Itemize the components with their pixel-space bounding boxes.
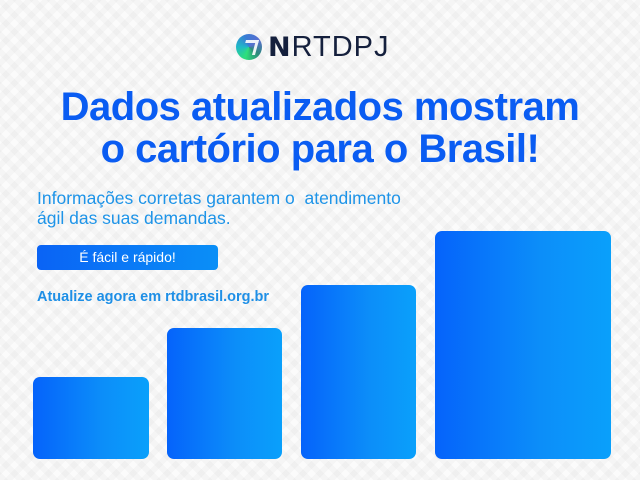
- logo: NRTDPJ: [236, 30, 390, 63]
- update-now-link[interactable]: Atualize agora em rtdbrasil.org.br: [37, 289, 270, 305]
- logo-text: NRTDPJ: [268, 30, 390, 63]
- decorative-bar-1: [33, 377, 149, 459]
- headline: Dados atualizados mostram o cartório par…: [0, 86, 640, 170]
- easy-fast-button[interactable]: É fácil e rápido!: [37, 245, 218, 270]
- decorative-bar-2: [167, 328, 282, 459]
- nrtdpj-logo-mark-icon: [236, 34, 262, 60]
- subheading-line-2: ágil das suas demandas.: [37, 208, 231, 228]
- logo-text-light: RTDPJ: [291, 30, 390, 63]
- headline-line-1: Dados atualizados mostram: [60, 85, 580, 129]
- decorative-bar-4: [435, 231, 611, 459]
- headline-line-2: o cartório para o Brasil!: [100, 127, 540, 171]
- logo-text-bold: N: [268, 31, 292, 63]
- subheading-line-1: Informações corretas garantem o atendime…: [37, 188, 401, 208]
- subheading: Informações corretas garantem o atendime…: [37, 188, 467, 228]
- decorative-bar-3: [301, 285, 416, 459]
